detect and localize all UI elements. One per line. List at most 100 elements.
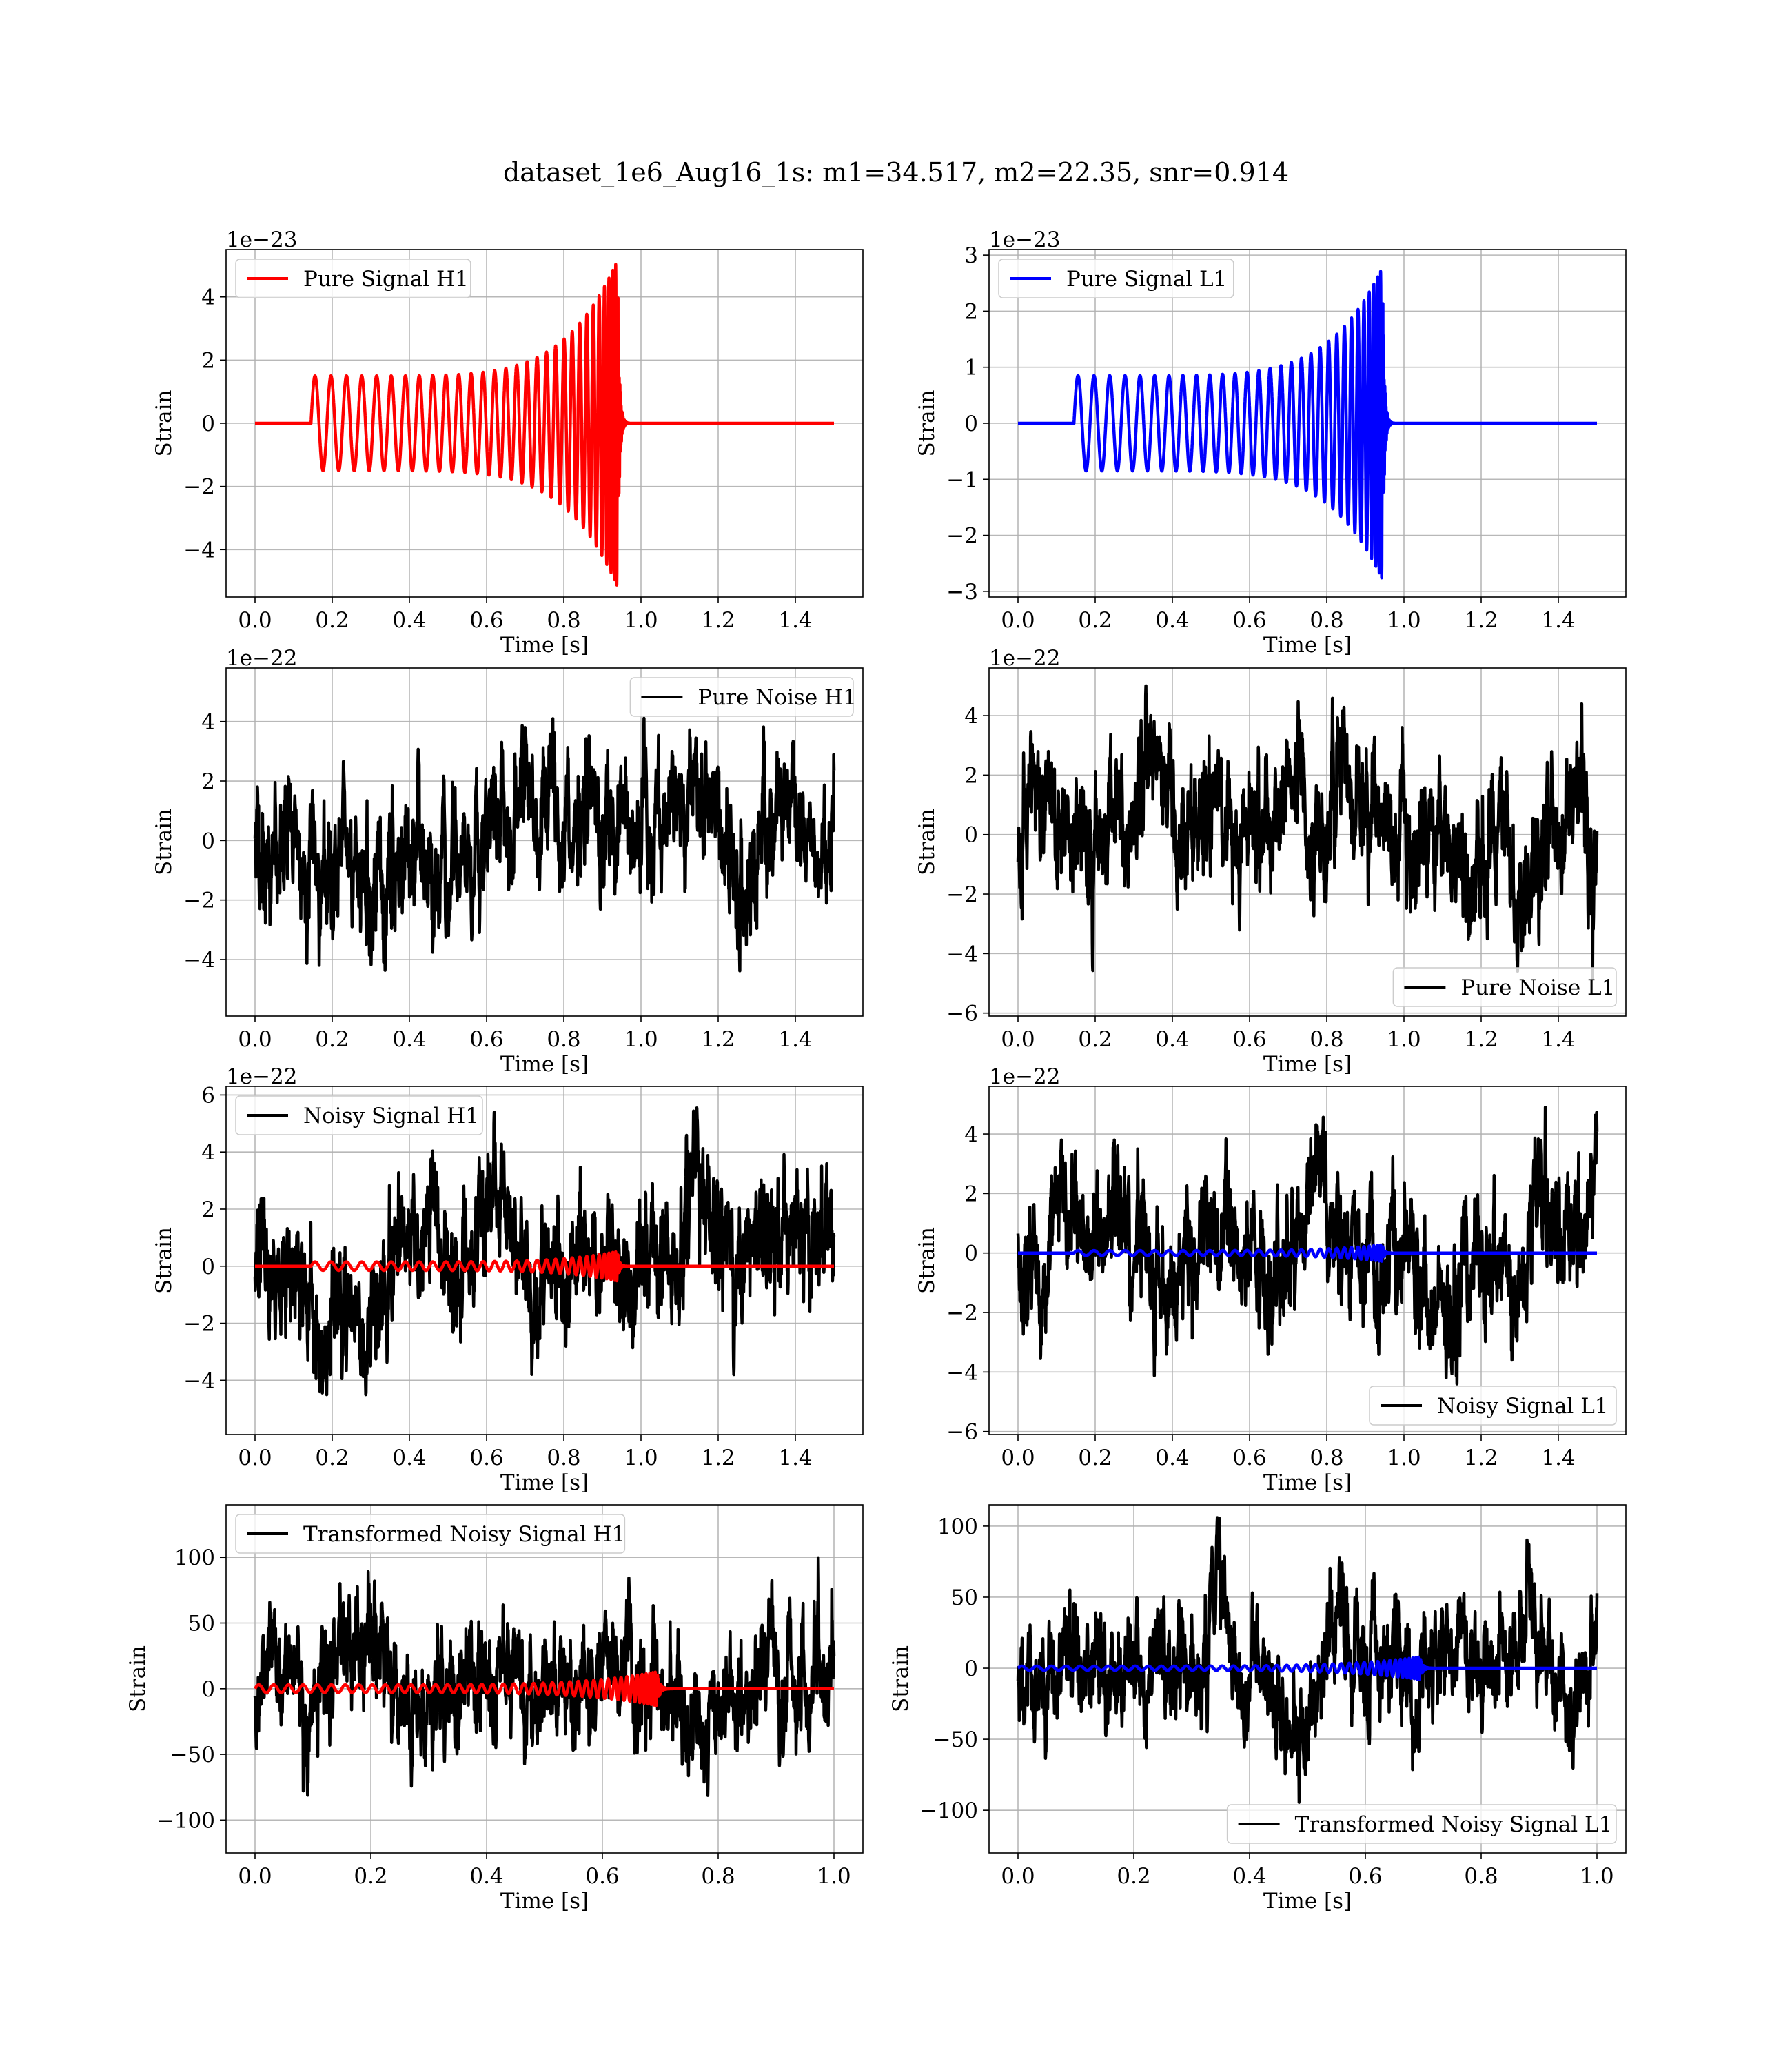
y-tick-label: 0 xyxy=(964,1241,978,1266)
y-tick-label: −50 xyxy=(170,1743,215,1767)
x-tick-label: 0.4 xyxy=(1155,1446,1189,1470)
legend: Pure Signal H1 xyxy=(235,258,471,298)
legend-frame xyxy=(1369,1386,1617,1426)
x-tick-label: 1.2 xyxy=(701,608,735,633)
legend: Pure Noise H1 xyxy=(629,677,857,717)
x-tick-label: 1.2 xyxy=(1464,608,1498,633)
legend-label: Pure Signal L1 xyxy=(1066,267,1227,292)
x-axis-label: Time [s] xyxy=(1263,1052,1352,1077)
series-line-0 xyxy=(255,263,834,587)
x-tick-label: 0.4 xyxy=(1155,1027,1189,1052)
y-tick-label: −2 xyxy=(946,1301,978,1326)
y-tick-label: 3 xyxy=(964,243,978,268)
y-tick-label: −1 xyxy=(946,467,978,492)
x-tick-label: 0.2 xyxy=(315,608,349,633)
x-tick-label: 0.0 xyxy=(238,1027,272,1052)
chart-pure-signal-h1: 0.0 0.2 0.4 0.6 0.8 1.0 1.2 1.4 −4 −2 0 2 4 Time [s] S… xyxy=(152,227,864,658)
y-axis-label: Strain xyxy=(152,1227,176,1294)
x-tick-label: 0.2 xyxy=(1078,1027,1112,1052)
chart-transformed-noisy-signal-l1: 0.0 0.2 0.4 0.6 0.8 1.0 −100 −50 0 50 100 Time [s] S… xyxy=(888,1504,1627,1914)
x-tick-label: 0.8 xyxy=(1464,1864,1498,1889)
x-tick-label: 0.4 xyxy=(392,1027,426,1052)
legend-label: Pure Noise L1 xyxy=(1460,975,1615,1000)
series-line-0 xyxy=(1016,1516,1599,1804)
y-tick-label: −50 xyxy=(933,1727,978,1752)
x-tick-label: 0.2 xyxy=(1078,1446,1112,1470)
series-line-0 xyxy=(1016,684,1599,980)
series-line-1 xyxy=(1018,1243,1597,1263)
y-tick-label: −100 xyxy=(919,1798,978,1823)
x-tick-label: 1.2 xyxy=(1464,1446,1498,1470)
y-tick-label: 1 xyxy=(964,356,978,381)
x-tick-label: 0.2 xyxy=(1078,608,1112,633)
y-axis-label: Strain xyxy=(125,1645,150,1712)
y-tick-label: 4 xyxy=(201,285,215,310)
x-tick-label: 1.2 xyxy=(701,1446,735,1470)
x-tick-label: 1.2 xyxy=(701,1027,735,1052)
y-tick-label: −2 xyxy=(183,1312,215,1337)
y-tick-label: −4 xyxy=(183,1368,215,1393)
y-offset-text: 1e−22 xyxy=(989,646,1061,671)
y-tick-label: 2 xyxy=(201,348,215,373)
x-tick-label: 1.0 xyxy=(1387,1027,1421,1052)
x-tick-label: 0.6 xyxy=(1348,1864,1382,1889)
x-tick-label: 0.0 xyxy=(1001,1864,1035,1889)
y-axis-label: Strain xyxy=(152,809,176,875)
y-tick-label: 4 xyxy=(201,710,215,735)
chart-pure-signal-l1: 0.0 0.2 0.4 0.6 0.8 1.0 1.2 1.4 −3 −2 −1 0 1 2 3 Time [… xyxy=(915,227,1627,658)
legend: Transformed Noisy Signal H1 xyxy=(235,1514,626,1554)
legend-label: Pure Noise H1 xyxy=(698,685,856,710)
y-offset-text: 1e−22 xyxy=(226,1064,298,1089)
x-tick-label: 0.8 xyxy=(547,1027,580,1052)
x-tick-label: 0.4 xyxy=(469,1864,503,1889)
x-tick-label: 0.6 xyxy=(469,608,503,633)
y-tick-label: 0 xyxy=(201,412,215,436)
chart-pure-noise-h1: 0.0 0.2 0.4 0.6 0.8 1.0 1.2 1.4 −4 −2 0 2 4 Time [s] S… xyxy=(152,646,864,1077)
y-tick-label: −4 xyxy=(946,942,978,966)
x-tick-label: 0.6 xyxy=(1232,1446,1266,1470)
y-tick-label: 2 xyxy=(964,763,978,788)
y-tick-label: 0 xyxy=(964,1656,978,1681)
x-tick-label: 1.4 xyxy=(1541,1027,1575,1052)
y-axis-label: Strain xyxy=(915,809,939,875)
y-tick-label: −6 xyxy=(946,1420,978,1445)
x-axis-label: Time [s] xyxy=(1263,1889,1352,1914)
y-offset-text: 1e−23 xyxy=(989,227,1061,252)
legend-frame xyxy=(998,258,1234,298)
legend-frame xyxy=(235,258,471,298)
x-axis-label: Time [s] xyxy=(1263,1470,1352,1495)
chart-noisy-signal-l1: 0.0 0.2 0.4 0.6 0.8 1.0 1.2 1.4 −6 −4 −2 0 2 4 Time [s… xyxy=(915,1064,1627,1495)
legend-label: Pure Signal H1 xyxy=(303,267,469,292)
x-tick-label: 0.6 xyxy=(469,1446,503,1470)
y-tick-label: 50 xyxy=(951,1585,978,1610)
legend-frame xyxy=(629,677,854,717)
y-offset-text: 1e−22 xyxy=(226,646,298,671)
y-tick-label: −2 xyxy=(183,475,215,500)
axes-frame xyxy=(225,1504,864,1854)
axes-frame xyxy=(225,1086,864,1435)
x-tick-label: 0.0 xyxy=(1001,1446,1035,1470)
x-tick-label: 0.8 xyxy=(547,1446,580,1470)
y-tick-label: 0 xyxy=(964,823,978,848)
x-tick-label: 0.4 xyxy=(1232,1864,1266,1889)
x-tick-label: 1.4 xyxy=(778,1027,812,1052)
x-tick-label: 1.4 xyxy=(1541,1446,1575,1470)
axes-frame xyxy=(988,1086,1627,1435)
y-tick-label: 100 xyxy=(937,1514,978,1539)
x-axis-label: Time [s] xyxy=(500,1052,589,1077)
y-axis-label: Strain xyxy=(915,390,939,457)
legend: Pure Noise L1 xyxy=(1392,967,1617,1007)
x-axis-label: Time [s] xyxy=(500,1889,589,1914)
legend-frame xyxy=(235,1514,626,1554)
x-tick-label: 0.0 xyxy=(238,1864,272,1889)
x-tick-label: 0.8 xyxy=(1310,608,1343,633)
x-tick-label: 1.4 xyxy=(778,1446,812,1470)
series-line-0 xyxy=(253,1106,836,1397)
x-axis-label: Time [s] xyxy=(500,1470,589,1495)
x-tick-label: 0.2 xyxy=(315,1027,349,1052)
chart-noisy-signal-h1: 0.0 0.2 0.4 0.6 0.8 1.0 1.2 1.4 −4 −2 0 2 4 6 Time [s]… xyxy=(152,1064,864,1495)
axes-frame xyxy=(225,667,864,1017)
legend: Noisy Signal L1 xyxy=(1369,1386,1617,1426)
x-tick-label: 0.8 xyxy=(547,608,580,633)
